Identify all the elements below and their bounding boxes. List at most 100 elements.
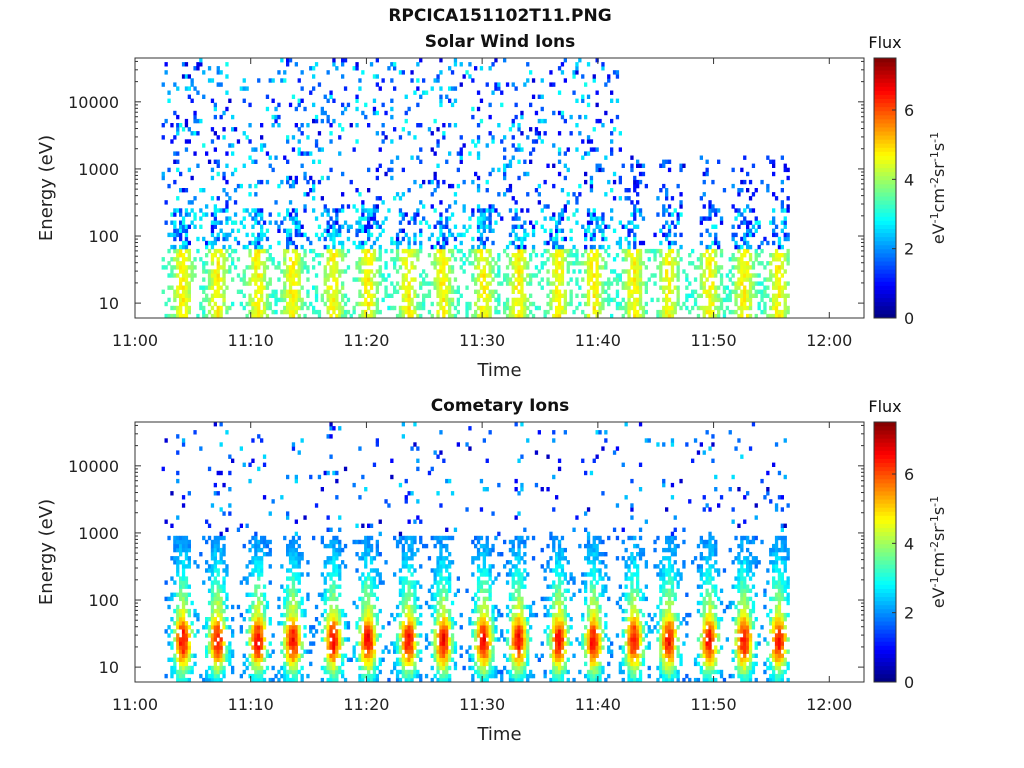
heatmap-cell bbox=[242, 653, 246, 658]
heatmap-cell bbox=[624, 248, 628, 254]
heatmap-cell bbox=[164, 519, 168, 524]
heatmap-cell bbox=[439, 285, 443, 290]
heatmap-cell bbox=[332, 592, 336, 597]
heatmap-cell bbox=[225, 592, 229, 597]
heatmap-cell bbox=[338, 151, 342, 156]
heatmap-cell bbox=[242, 216, 246, 221]
heatmap-cell bbox=[520, 253, 524, 258]
heatmap-cell bbox=[456, 301, 460, 307]
heatmap-cell bbox=[740, 212, 744, 217]
heatmap-cell bbox=[705, 159, 709, 164]
heatmap-cell bbox=[329, 305, 333, 311]
heatmap-cell bbox=[453, 289, 458, 294]
heatmap-cell bbox=[300, 131, 304, 136]
heatmap-cell bbox=[291, 313, 296, 319]
colorbar-segment bbox=[874, 139, 896, 144]
heatmap-cell bbox=[740, 297, 744, 303]
heatmap-cell bbox=[225, 572, 229, 577]
heatmap-cell bbox=[286, 584, 290, 589]
heatmap-cell bbox=[592, 309, 596, 315]
heatmap-cell bbox=[494, 58, 498, 63]
heatmap-cell bbox=[479, 118, 484, 124]
heatmap-cell bbox=[413, 248, 417, 254]
heatmap-cell bbox=[705, 216, 709, 221]
heatmap-cell bbox=[416, 86, 420, 91]
heatmap-cell bbox=[193, 131, 197, 136]
heatmap-cell bbox=[303, 608, 307, 614]
heatmap-cell bbox=[294, 608, 298, 614]
heatmap-cell bbox=[416, 446, 420, 451]
heatmap-cell bbox=[601, 167, 605, 173]
heatmap-cell bbox=[702, 309, 706, 315]
heatmap-cell bbox=[728, 257, 732, 262]
heatmap-cell bbox=[367, 273, 371, 278]
heatmap-cell bbox=[326, 309, 330, 315]
heatmap-cell bbox=[314, 118, 319, 124]
heatmap-cell bbox=[306, 596, 310, 602]
heatmap-cell bbox=[283, 637, 287, 642]
heatmap-cell bbox=[667, 228, 672, 233]
colorbar-segment bbox=[874, 289, 896, 295]
heatmap-cell bbox=[607, 244, 611, 250]
heatmap-cell bbox=[557, 228, 562, 233]
heatmap-cell bbox=[384, 645, 388, 650]
heatmap-cell bbox=[317, 621, 322, 626]
heatmap-cell bbox=[578, 301, 582, 307]
heatmap-cell bbox=[601, 281, 605, 286]
heatmap-cell bbox=[329, 90, 333, 95]
heatmap-cell bbox=[283, 621, 287, 626]
heatmap-cell bbox=[395, 289, 400, 294]
heatmap-cell bbox=[615, 301, 620, 307]
heatmap-cell bbox=[375, 58, 379, 63]
heatmap-cell bbox=[317, 474, 322, 480]
heatmap-cell bbox=[636, 277, 640, 282]
heatmap-cell bbox=[615, 253, 620, 258]
heatmap-cell bbox=[471, 179, 475, 185]
heatmap-cell bbox=[317, 159, 322, 164]
heatmap-cell bbox=[184, 273, 189, 278]
heatmap-cell bbox=[173, 159, 177, 164]
heatmap-cell bbox=[181, 442, 186, 447]
heatmap-cell bbox=[202, 212, 206, 217]
heatmap-cell bbox=[508, 281, 513, 286]
heatmap-cell bbox=[410, 556, 414, 561]
heatmap-cell bbox=[181, 576, 186, 581]
heatmap-cell bbox=[216, 82, 220, 87]
heatmap-cell bbox=[361, 633, 365, 638]
heatmap-cell bbox=[338, 273, 342, 278]
heatmap-cell bbox=[476, 220, 481, 225]
heatmap-cell bbox=[288, 653, 293, 658]
heatmap-cell bbox=[184, 236, 189, 242]
heatmap-cell bbox=[369, 560, 374, 565]
heatmap-cell bbox=[459, 248, 463, 254]
heatmap-cell bbox=[575, 305, 579, 311]
heatmap-cell bbox=[503, 175, 507, 181]
heatmap-cell bbox=[665, 196, 669, 201]
heatmap-cell bbox=[636, 309, 640, 315]
heatmap-cell bbox=[173, 592, 177, 597]
heatmap-cell bbox=[170, 645, 174, 650]
heatmap-cell bbox=[560, 265, 565, 270]
heatmap-cell bbox=[361, 269, 365, 274]
heatmap-cell bbox=[436, 183, 440, 189]
heatmap-cell bbox=[210, 139, 215, 144]
heatmap-cell bbox=[636, 281, 640, 286]
heatmap-cell bbox=[164, 118, 168, 124]
heatmap-cell bbox=[604, 236, 608, 242]
heatmap-cell bbox=[488, 269, 492, 274]
heatmap-cell bbox=[291, 183, 296, 189]
heatmap-cell bbox=[329, 653, 333, 658]
heatmap-cell bbox=[734, 309, 738, 315]
heatmap-cell bbox=[604, 265, 608, 270]
heatmap-cell bbox=[314, 309, 319, 315]
heatmap-cell bbox=[699, 253, 703, 258]
heatmap-cell bbox=[358, 596, 362, 602]
heatmap-cell bbox=[260, 645, 264, 650]
heatmap-cell bbox=[260, 224, 264, 229]
heatmap-cell bbox=[488, 261, 492, 266]
heatmap-cell bbox=[326, 612, 330, 618]
heatmap-cell bbox=[774, 224, 779, 229]
heatmap-cell bbox=[364, 487, 368, 492]
heatmap-cell bbox=[543, 216, 547, 221]
heatmap-cell bbox=[395, 192, 400, 197]
